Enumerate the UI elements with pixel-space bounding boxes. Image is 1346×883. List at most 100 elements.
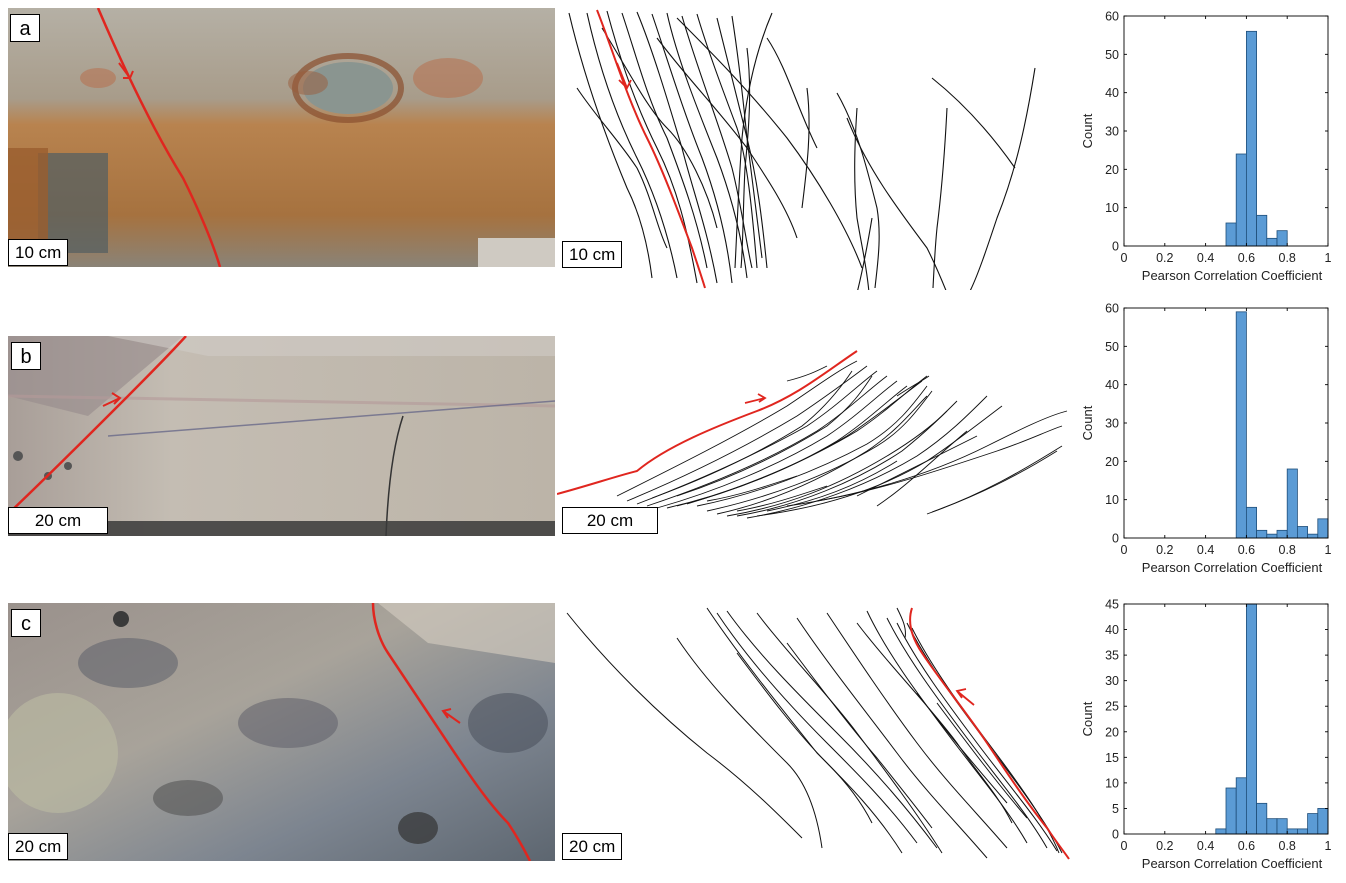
x-tick-label: 1 (1325, 839, 1332, 853)
y-tick-label: 10 (1105, 201, 1119, 215)
y-tick-label: 60 (1105, 302, 1119, 316)
outcrop-photo-b (8, 336, 555, 536)
x-tick-label: 0.8 (1279, 543, 1296, 557)
x-tick-label: 0.6 (1238, 543, 1255, 557)
histogram-bar (1235, 153, 1247, 247)
histogram-bar (1245, 30, 1257, 247)
fracture-trace-a (557, 8, 1077, 290)
y-tick-label: 0 (1112, 828, 1119, 842)
shear-sense-arrow-b (102, 392, 122, 407)
histogram-bar (1215, 828, 1227, 835)
y-tick-label: 0 (1112, 240, 1119, 254)
histogram-bar (1256, 214, 1268, 247)
histogram-bar (1276, 529, 1288, 539)
y-tick-label: 5 (1112, 802, 1119, 816)
y-axis-label: Count (1080, 405, 1095, 440)
x-tick-label: 0.6 (1238, 839, 1255, 853)
y-tick-label: 40 (1105, 623, 1119, 637)
x-tick-label: 0 (1121, 839, 1128, 853)
x-tick-label: 0.8 (1279, 251, 1296, 265)
histogram-bar (1296, 526, 1308, 539)
trace-c-drawing (566, 607, 1070, 860)
histogram-bar (1276, 230, 1288, 247)
y-tick-label: 10 (1105, 493, 1119, 507)
y-axis-label: Count (1080, 113, 1095, 148)
histogram-bar (1317, 518, 1329, 539)
panel-label-c: c (11, 609, 41, 637)
x-tick-label: 0.4 (1197, 839, 1214, 853)
histogram-bar (1266, 237, 1278, 247)
x-axis-label: Pearson Correlation Coefficient (1142, 268, 1323, 283)
histogram-bar (1235, 311, 1247, 539)
x-tick-label: 1 (1325, 251, 1332, 265)
fault-trace-c (909, 607, 1070, 860)
y-tick-label: 60 (1105, 10, 1119, 24)
fracture-trace-b (557, 336, 1077, 536)
fault-trace-b (557, 350, 858, 495)
panel-label-a: a (10, 14, 40, 42)
y-tick-label: 30 (1105, 125, 1119, 139)
y-tick-label: 40 (1105, 378, 1119, 392)
fracture-trace-c (557, 603, 1077, 861)
trace-shear-arrow-c (955, 688, 975, 706)
histogram-bar (1245, 603, 1257, 835)
histogram-bar (1317, 808, 1329, 835)
y-tick-label: 10 (1105, 776, 1119, 790)
histogram-bar (1266, 818, 1278, 835)
scale-bar-photo-a: 10 cm (8, 239, 69, 266)
panel-label-b: b (11, 342, 41, 370)
photo-a-image (8, 8, 555, 267)
histogram-bar (1276, 818, 1288, 835)
fault-line-b (8, 336, 187, 515)
y-tick-label: 0 (1112, 532, 1119, 546)
shear-sense-arrow-c (441, 708, 461, 724)
y-tick-label: 20 (1105, 455, 1119, 469)
y-tick-label: 50 (1105, 48, 1119, 62)
x-tick-label: 0.2 (1156, 543, 1173, 557)
histogram-bar (1266, 533, 1278, 539)
x-tick-label: 0 (1121, 251, 1128, 265)
photo-b-image (8, 336, 555, 536)
y-tick-label: 50 (1105, 340, 1119, 354)
axes-box (1123, 603, 1329, 835)
y-tick-label: 35 (1105, 649, 1119, 663)
photo-c-image (8, 603, 555, 861)
outcrop-photo-c (8, 603, 555, 861)
trace-a-drawing (568, 9, 1036, 290)
y-tick-label: 40 (1105, 86, 1119, 100)
histogram-bar (1256, 529, 1268, 539)
histogram-bar (1245, 506, 1257, 539)
scale-bar-photo-b: 20 cm (8, 507, 108, 534)
fault-line-c (371, 603, 532, 861)
y-tick-label: 45 (1105, 598, 1119, 612)
histogram-bar (1225, 222, 1237, 247)
scale-bar-trace-b: 20 cm (562, 507, 658, 534)
histogram-a: 0 0.2 0.4 0.6 0.8 1 0 10 20 30 40 50 60 Pearson Corre… (1078, 8, 1346, 290)
x-tick-label: 0.8 (1279, 839, 1296, 853)
fault-line-a (96, 8, 222, 267)
histogram-bar (1256, 802, 1268, 835)
x-tick-label: 0.2 (1156, 839, 1173, 853)
scale-bar-trace-c: 20 cm (562, 833, 623, 860)
outcrop-photo-a (8, 8, 555, 267)
histogram-bar (1307, 533, 1319, 539)
x-tick-label: 0.2 (1156, 251, 1173, 265)
scale-bar-photo-c: 20 cm (8, 833, 69, 860)
histogram-bar (1296, 828, 1308, 835)
x-axis-label: Pearson Correlation Coefficient (1142, 856, 1323, 871)
histogram-bar (1286, 468, 1298, 539)
scale-bar-trace-a: 10 cm (562, 241, 623, 268)
axes-box (1123, 15, 1329, 247)
shear-sense-arrow-a (118, 62, 134, 79)
trace-shear-arrow-b (744, 393, 767, 404)
y-tick-label: 30 (1105, 674, 1119, 688)
histogram-bar (1286, 828, 1298, 835)
y-axis-label: Count (1080, 701, 1095, 736)
y-tick-label: 25 (1105, 700, 1119, 714)
histogram-bar (1307, 813, 1319, 835)
x-tick-label: 0.4 (1197, 543, 1214, 557)
x-tick-label: 0.6 (1238, 251, 1255, 265)
histogram-c: 0 0.2 0.4 0.6 0.8 1 0 5 10 15 20 25 30 35 40 45 Pearson … (1078, 596, 1346, 878)
